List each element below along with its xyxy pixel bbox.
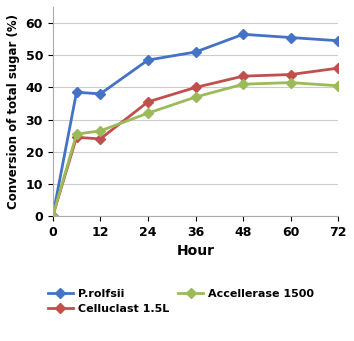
Accellerase 1500 [336,84,341,88]
Celluclast 1.5L [193,85,198,89]
Celluclast 1.5L [146,100,150,104]
Celluclast 1.5L [98,137,102,141]
Accellerase 1500 [241,82,245,86]
Accellerase 1500 [146,111,150,115]
P.rolfsii [193,50,198,54]
Celluclast 1.5L [74,135,79,139]
Line: Accellerase 1500: Accellerase 1500 [49,79,342,220]
Line: P.rolfsii: P.rolfsii [49,31,342,220]
P.rolfsii [241,32,245,36]
Celluclast 1.5L [289,73,293,77]
Y-axis label: Conversion of total sugar (%): Conversion of total sugar (%) [7,14,20,209]
P.rolfsii [74,90,79,94]
P.rolfsii [146,58,150,62]
Celluclast 1.5L [241,74,245,78]
Celluclast 1.5L [51,214,55,218]
Celluclast 1.5L [336,66,341,70]
Line: Celluclast 1.5L: Celluclast 1.5L [49,65,342,220]
Legend: P.rolfsii, Celluclast 1.5L, Accellerase 1500: P.rolfsii, Celluclast 1.5L, Accellerase … [44,284,319,318]
Accellerase 1500 [98,129,102,133]
Accellerase 1500 [193,95,198,99]
P.rolfsii [51,214,55,218]
Accellerase 1500 [74,132,79,136]
P.rolfsii [289,35,293,40]
Accellerase 1500 [51,214,55,218]
Accellerase 1500 [289,80,293,85]
X-axis label: Hour: Hour [177,244,215,258]
P.rolfsii [336,39,341,43]
P.rolfsii [98,92,102,96]
